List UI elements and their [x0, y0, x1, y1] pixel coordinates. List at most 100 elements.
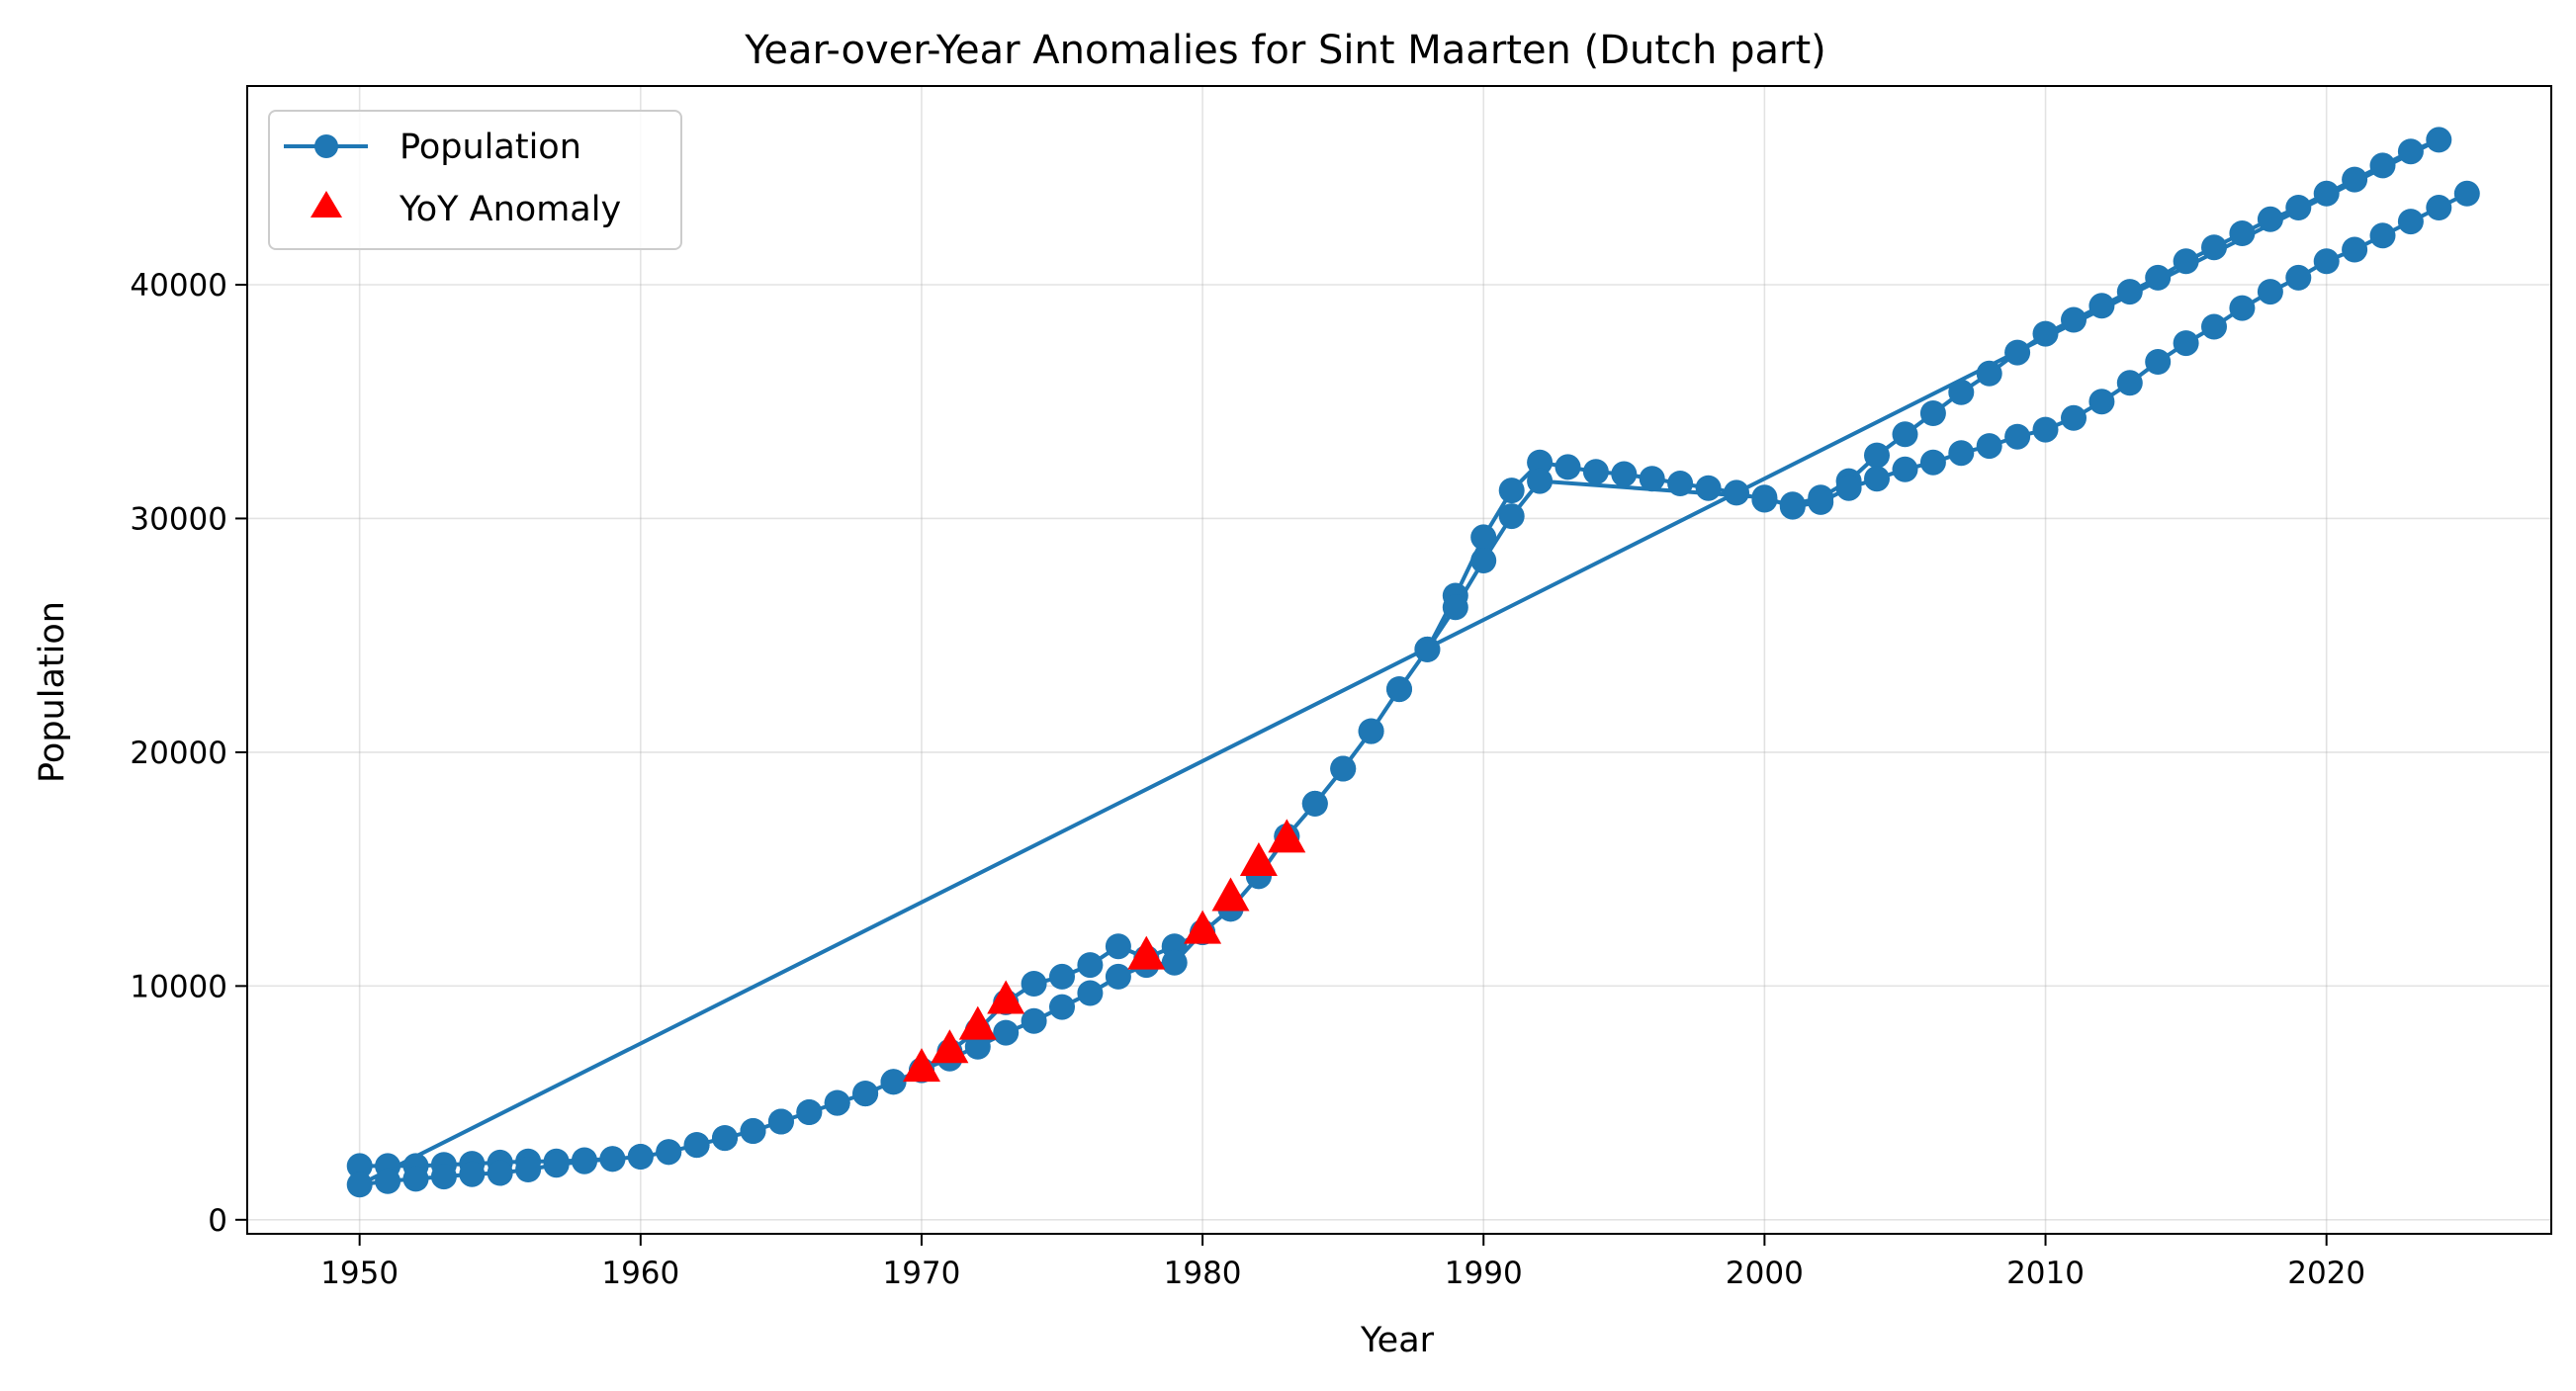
- population-point: [1864, 466, 1890, 492]
- population-point: [1527, 468, 1554, 494]
- population-point: [1527, 449, 1554, 476]
- population-point: [1948, 379, 1975, 405]
- population-point: [2285, 264, 2312, 291]
- population-point: [1554, 454, 1581, 480]
- anomaly-point: [958, 1005, 997, 1040]
- population-point: [767, 1108, 794, 1135]
- population-point: [880, 1069, 907, 1095]
- population-point: [2342, 166, 2368, 193]
- x-tick-label: 1980: [1164, 1256, 1242, 1291]
- population-point: [1077, 952, 1104, 979]
- population-point: [402, 1166, 429, 1192]
- y-tick-label: 0: [208, 1203, 227, 1239]
- population-point: [2116, 370, 2143, 396]
- anomaly-point: [987, 980, 1025, 1014]
- population-point: [1724, 479, 1749, 506]
- population-point: [2061, 306, 2087, 333]
- population-point: [543, 1152, 570, 1178]
- population-point: [1105, 963, 1131, 990]
- legend-anomaly-marker: [311, 191, 342, 217]
- population-point: [459, 1161, 486, 1187]
- x-tick-label: 1970: [882, 1256, 960, 1291]
- anomaly-point: [1211, 877, 1250, 912]
- population-point: [1330, 755, 1357, 782]
- population-point: [1892, 421, 1918, 448]
- x-tick-label: 1990: [1445, 1256, 1523, 1291]
- y-axis-label: Population: [33, 601, 72, 783]
- legend-box: [268, 110, 682, 250]
- y-tick-label: 20000: [130, 736, 227, 771]
- population-point: [2201, 313, 2227, 340]
- population-point: [2229, 295, 2256, 321]
- plot-frame: [246, 85, 2552, 1235]
- population-point: [1835, 475, 1862, 501]
- population-point: [2313, 248, 2340, 275]
- population-point: [656, 1139, 682, 1166]
- population-point: [1105, 933, 1131, 960]
- population-point: [1751, 484, 1778, 511]
- population-point: [1892, 456, 1918, 482]
- x-tick-label: 1950: [320, 1256, 399, 1291]
- population-point: [627, 1144, 654, 1170]
- population-point: [1049, 963, 1075, 990]
- population-point: [1470, 548, 1497, 573]
- anomaly-point: [1268, 819, 1306, 853]
- population-point: [346, 1153, 373, 1179]
- anomaly-point: [1239, 842, 1278, 876]
- population-point: [2342, 236, 2368, 263]
- population-point: [2088, 293, 2115, 319]
- anomaly-markers: [903, 819, 1306, 1083]
- x-axis-label: Year: [1360, 1321, 1435, 1360]
- population-point: [1976, 360, 2002, 387]
- anomaly-point: [1184, 910, 1222, 944]
- population-point: [1864, 442, 1890, 469]
- population-point: [1498, 503, 1525, 530]
- anomaly-point: [1127, 935, 1166, 970]
- population-point: [683, 1132, 710, 1159]
- population-point: [1582, 459, 1609, 485]
- population-point: [2426, 127, 2452, 153]
- population-point: [1976, 433, 2002, 460]
- population-point: [346, 1172, 373, 1198]
- population-point: [1808, 488, 1834, 515]
- population-point: [1919, 449, 1946, 476]
- population-point: [712, 1125, 738, 1152]
- population-point: [375, 1168, 401, 1194]
- population-point: [572, 1148, 597, 1174]
- population-point: [993, 1019, 1020, 1046]
- population-point: [1667, 471, 1694, 496]
- population-point: [1414, 636, 1441, 662]
- population-point: [1498, 478, 1525, 504]
- x-tick-label: 1960: [601, 1256, 679, 1291]
- population-point: [1919, 400, 1946, 426]
- population-point: [2397, 138, 2424, 165]
- population-point: [852, 1081, 879, 1107]
- population-point: [2116, 279, 2143, 305]
- population-point: [2313, 180, 2340, 207]
- population-point: [2145, 264, 2172, 291]
- anomaly-point: [903, 1048, 940, 1083]
- population-point: [796, 1099, 823, 1125]
- population-point: [1442, 594, 1468, 621]
- population-point: [1779, 493, 1806, 520]
- population-point: [1695, 475, 1722, 501]
- population-point: [2369, 222, 2396, 249]
- population-point: [1948, 440, 1975, 467]
- y-tick-label: 30000: [130, 501, 227, 537]
- population-point: [1611, 461, 1638, 487]
- population-point: [1301, 790, 1328, 817]
- population-point: [2032, 320, 2059, 347]
- population-point: [487, 1160, 513, 1186]
- population-point: [1358, 718, 1384, 744]
- population-point: [2173, 330, 2199, 357]
- population-point: [2257, 206, 2283, 232]
- grid: [247, 86, 2551, 1234]
- population-point: [824, 1089, 850, 1116]
- legend: Population YoY Anomaly: [268, 110, 682, 250]
- chart-title: Year-over-Year Anomalies for Sint Maarte…: [744, 28, 1826, 73]
- population-point: [2257, 279, 2283, 305]
- population-point: [2201, 234, 2227, 261]
- population-point: [1021, 971, 1047, 997]
- population-point: [2426, 195, 2452, 220]
